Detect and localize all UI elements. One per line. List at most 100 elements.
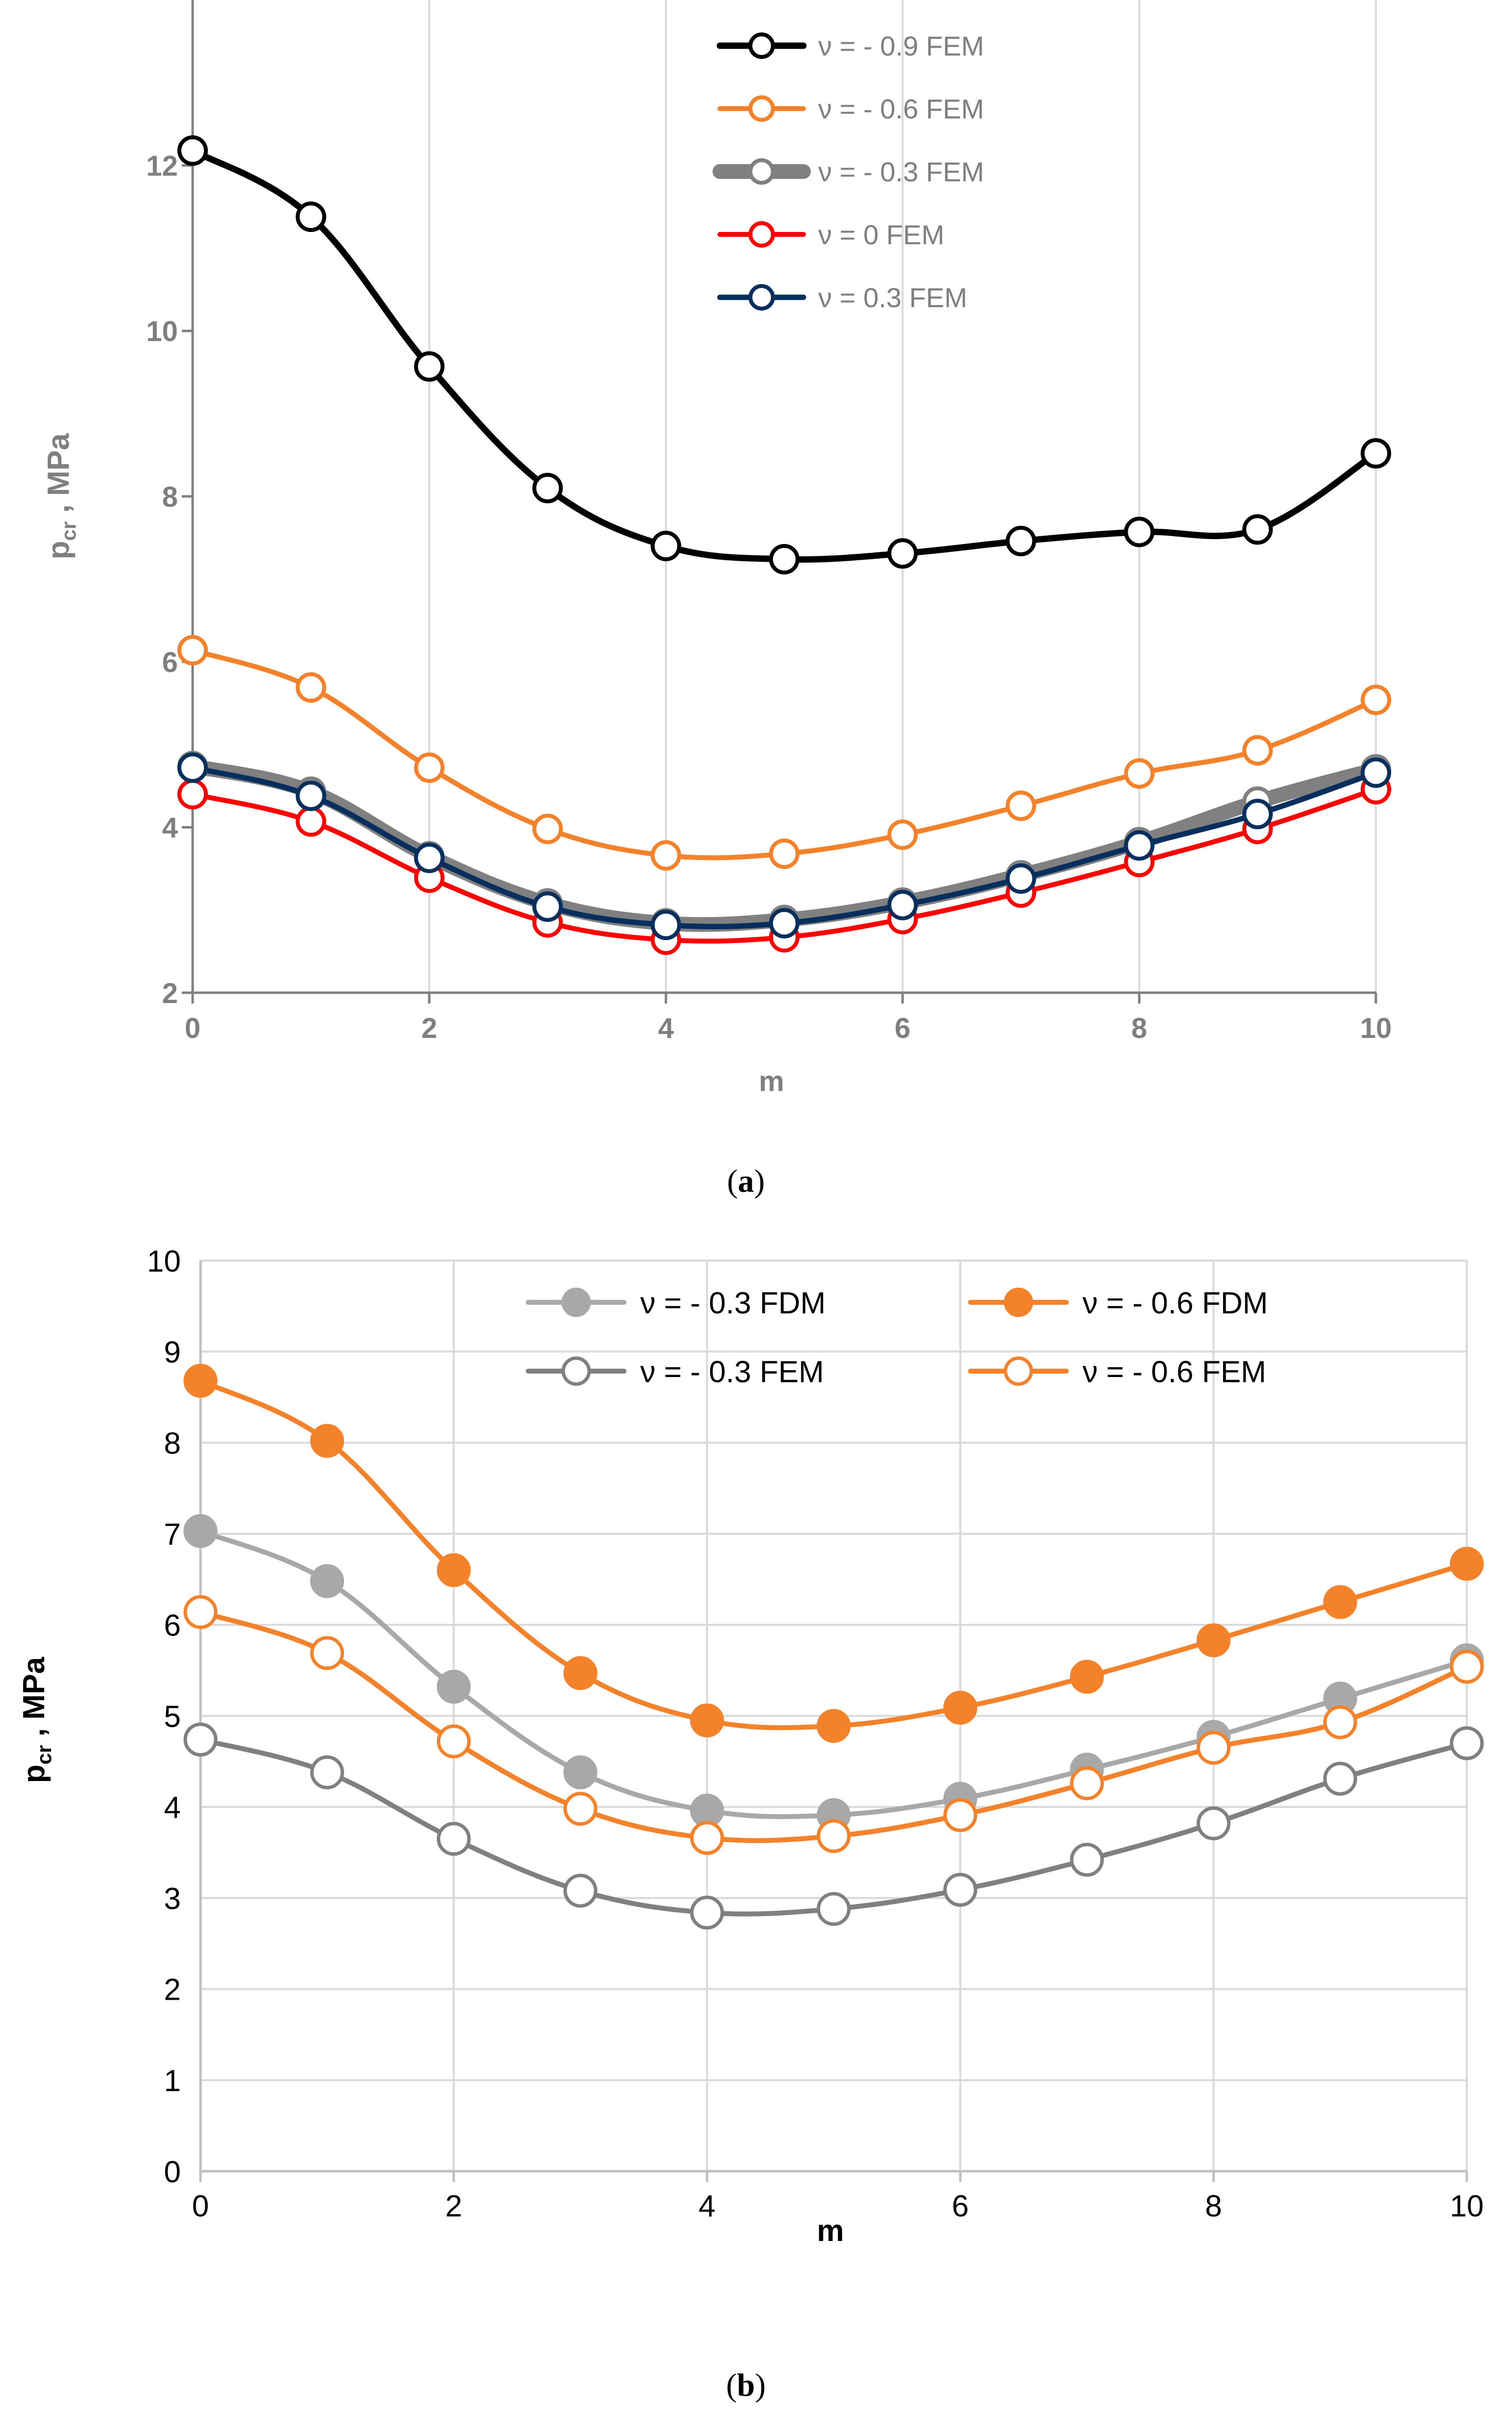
data-point xyxy=(1005,525,1036,556)
data-point xyxy=(817,1819,851,1853)
panel-caption-a-close: ) xyxy=(754,1163,765,1199)
data-point xyxy=(769,838,799,869)
legend-entry: ν = 0 FEM xyxy=(717,219,944,250)
data-point xyxy=(183,1364,218,1398)
y-axis-label-b-rest: , MPa xyxy=(17,1657,51,1745)
y-axis-label-a-main: p xyxy=(42,541,76,560)
data-point xyxy=(183,1514,218,1548)
data-point xyxy=(310,1424,344,1458)
data-point xyxy=(1242,514,1273,545)
legend-marker xyxy=(1003,1356,1033,1386)
data-point xyxy=(690,1896,724,1930)
data-point xyxy=(563,1755,598,1789)
series-a-1 xyxy=(177,635,1391,871)
legend-entry: ν = - 0.3 FEM xyxy=(713,156,984,187)
data-point xyxy=(532,891,563,922)
data-point xyxy=(177,635,208,666)
legend-entry: ν = - 0.9 FEM xyxy=(716,30,984,61)
data-point xyxy=(1450,1547,1484,1581)
legend-entry: ν = - 0.3 FEM xyxy=(526,1355,824,1389)
y-tick-label: 6 xyxy=(164,1609,181,1643)
data-point xyxy=(887,890,918,920)
y-axis-label-b: pcr , MPa xyxy=(17,1657,56,1783)
x-axis-label-b: m xyxy=(817,2214,844,2248)
y-tick-label: 8 xyxy=(164,1427,181,1461)
data-point xyxy=(1361,757,1391,788)
panel-caption-b-close: ) xyxy=(755,2367,766,2403)
data-point xyxy=(414,752,445,783)
legend-marker xyxy=(561,1356,591,1386)
data-point xyxy=(690,1703,724,1738)
data-point xyxy=(310,1564,344,1598)
x-tick-label: 0 xyxy=(192,2189,209,2223)
data-point xyxy=(651,909,682,940)
data-point xyxy=(1124,517,1155,547)
data-point xyxy=(414,351,445,382)
x-tick-label: 4 xyxy=(658,1012,674,1044)
data-point xyxy=(651,531,682,561)
x-tick-label: 10 xyxy=(1450,2189,1484,2223)
data-point xyxy=(1323,1705,1357,1739)
data-point xyxy=(1197,1623,1231,1658)
legend-label: ν = - 0.9 FEM xyxy=(818,30,984,61)
y-tick-label: 6 xyxy=(162,647,178,679)
x-tick-label: 8 xyxy=(1131,1012,1147,1044)
data-point xyxy=(563,1792,598,1826)
y-tick-label: 9 xyxy=(164,1336,181,1370)
data-point xyxy=(563,1656,598,1690)
data-point xyxy=(1242,799,1273,830)
series-b-2 xyxy=(183,1723,1484,1930)
axes-b xyxy=(199,1261,1468,2182)
data-point xyxy=(651,840,682,871)
data-point xyxy=(1361,685,1391,716)
legend-entry: ν = - 0.3 FDM xyxy=(526,1286,826,1320)
data-point xyxy=(1005,863,1036,894)
data-point xyxy=(1070,1766,1104,1801)
y-axis-label-b-main: p xyxy=(17,1765,51,1783)
data-point xyxy=(1361,438,1391,469)
data-point xyxy=(295,806,326,837)
data-point xyxy=(563,1873,598,1908)
data-point xyxy=(414,842,445,873)
data-point xyxy=(817,1892,851,1926)
y-axis-label-a: pcr , MPa xyxy=(42,433,80,559)
x-tick-label: 0 xyxy=(185,1012,200,1044)
legend-marker xyxy=(1003,1288,1033,1317)
x-tick-label: 4 xyxy=(699,2189,715,2223)
panel-caption-a-letter: a xyxy=(738,1163,754,1199)
data-point xyxy=(295,672,326,703)
data-point xyxy=(532,813,563,844)
y-tick-label: 7 xyxy=(164,1518,181,1551)
legend-label: ν = 0.3 FEM xyxy=(818,282,967,313)
legend-label: ν = - 0.3 FEM xyxy=(818,156,984,187)
y-tick-label: 3 xyxy=(164,1882,181,1916)
y-tick-label: 8 xyxy=(162,481,178,513)
legend-label: ν = - 0.6 FDM xyxy=(1083,1286,1268,1320)
data-point xyxy=(1197,1730,1231,1765)
data-point xyxy=(1070,1842,1104,1877)
y-tick-label: 12 xyxy=(146,150,178,182)
panel-caption-b-open: ( xyxy=(726,2367,737,2403)
panel-caption-b: (b) xyxy=(726,2367,766,2403)
data-point xyxy=(310,1755,344,1789)
series-a-0 xyxy=(177,135,1391,575)
data-point xyxy=(769,908,799,939)
data-point xyxy=(183,1595,218,1629)
x-axis-label-a: m xyxy=(759,1065,784,1097)
data-point xyxy=(1197,1806,1231,1840)
data-point xyxy=(532,473,563,504)
legend-marker xyxy=(748,95,775,122)
data-point xyxy=(436,1724,471,1758)
data-point xyxy=(690,1821,724,1855)
legend-label: ν = - 0.6 FEM xyxy=(1083,1355,1266,1389)
data-point xyxy=(817,1709,851,1743)
data-point xyxy=(177,135,208,166)
panel-caption-a-open: ( xyxy=(727,1163,738,1199)
y-tick-label: 5 xyxy=(164,1700,181,1734)
data-point xyxy=(436,1553,471,1587)
tick-labels-b: 0 2 4 6 8 10 0 1 2 3 4 5 6 7 8 9 10 xyxy=(147,1244,1483,2223)
legend-entry: ν = - 0.6 FDM xyxy=(968,1286,1268,1320)
